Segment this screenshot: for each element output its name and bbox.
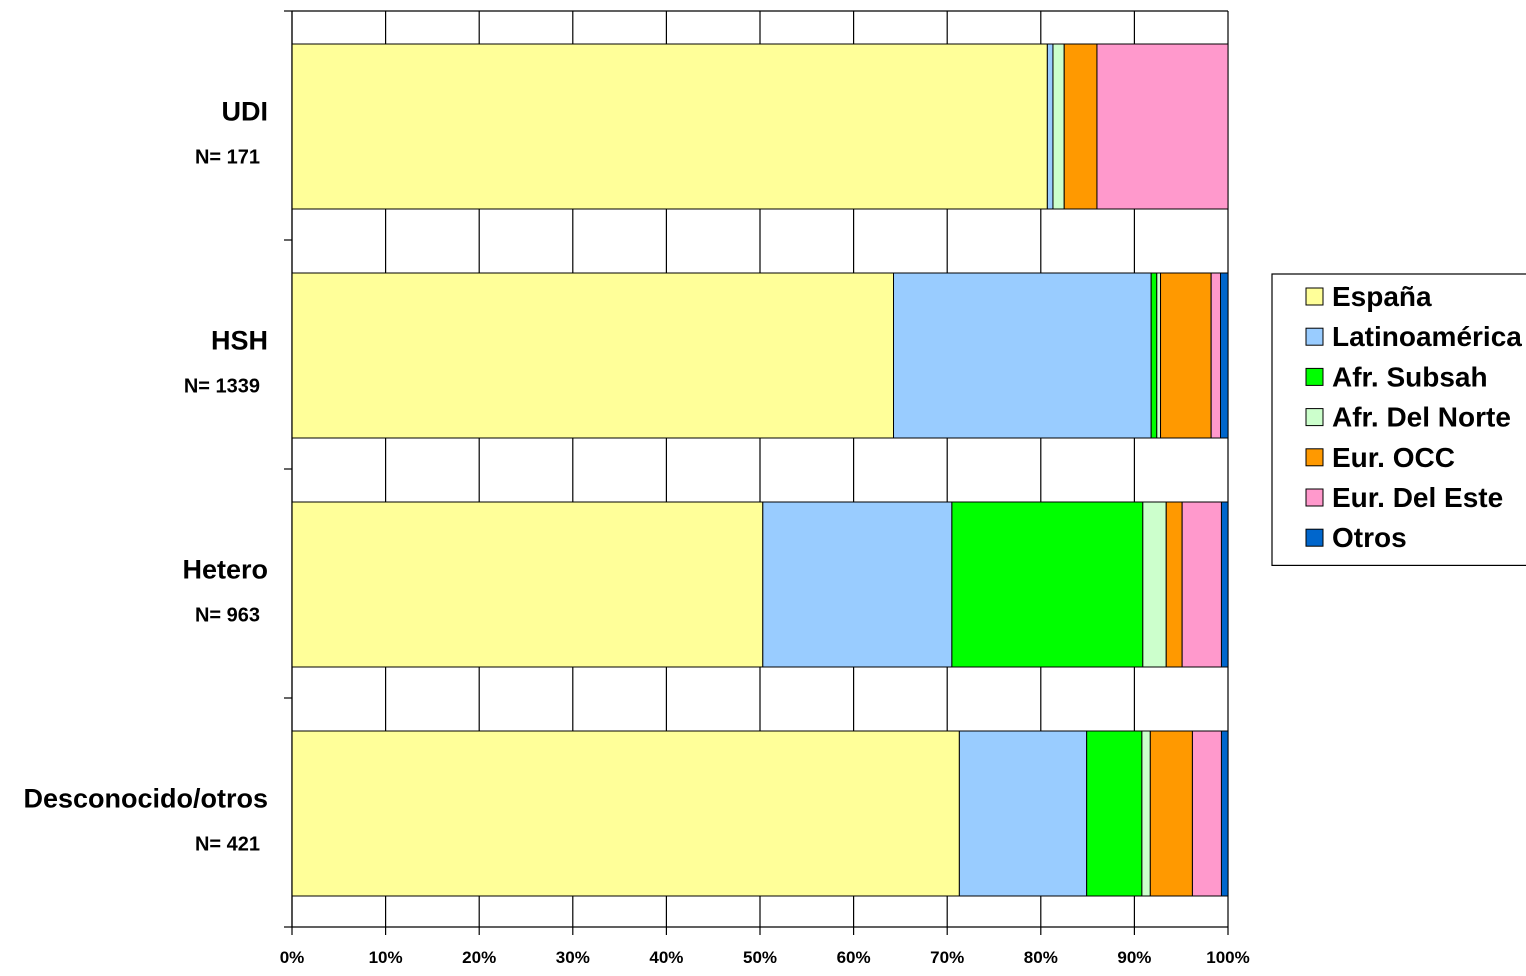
bar-segment [1156,272,1162,439]
category-count-label: N= 171 [195,147,260,169]
x-tick-label: 20% [462,948,496,967]
legend-label: España [1332,281,1432,312]
bar-segment [1046,43,1054,210]
bar-segment [958,730,1088,897]
bar-segment [1165,501,1183,668]
legend-label: Eur. Del Este [1332,482,1503,513]
x-tick-label: 60% [837,948,871,967]
x-tick-label: 70% [930,948,964,967]
x-tick-labels: 0% 10% 20% 30% 40% 50% 60% 70% 80% 90% 100% [280,948,1250,967]
category-label: UDI [222,97,269,127]
x-tick-label: 30% [556,948,590,967]
bar-segment [1086,730,1143,897]
bar-segment [1096,43,1229,210]
x-tick-label: 80% [1024,948,1058,967]
bar-segment [951,501,1144,668]
bar-segment [1181,501,1222,668]
chart-axes [284,10,1229,935]
x-tick-label: 10% [369,948,403,967]
legend-swatch [1305,367,1324,386]
legend-swatch [1305,448,1324,467]
bar-segment [291,501,764,668]
x-tick-label: 0% [280,948,305,967]
legend-swatch [1305,287,1324,306]
bar-segment [762,501,953,668]
legend-swatch [1305,528,1324,547]
bar-segment [893,272,1152,439]
bar-segment [1220,272,1229,439]
legend-label: Afr. Del Norte [1332,402,1511,433]
bar-segment [291,730,960,897]
legend-label: Otros [1332,522,1407,553]
legend-label: Latinoamérica [1332,321,1522,352]
category-label: HSH [211,326,268,356]
x-tick-label: 40% [649,948,683,967]
bar-segment [1141,730,1151,897]
chart-bars [291,43,1229,897]
x-tick-label: 100% [1206,948,1249,967]
category-count-label: N= 1339 [184,376,260,398]
x-tick-label: 90% [1117,948,1151,967]
legend-label: Eur. OCC [1332,442,1455,473]
bar-segment [1063,43,1098,210]
legend-label: Afr. Subsah [1332,361,1488,392]
bar-segment [1150,272,1158,439]
category-labels: UDI N= 171 HSH N= 1339 Hetero N= 963 Desconoci… [23,97,268,856]
bar-segment [291,43,1048,210]
chart-legend: España Latinoamérica Afr. Subsah Afr. Del N… [1271,273,1526,566]
bar-segment [1191,730,1222,897]
category-count-label: N= 421 [195,834,260,856]
category-count-label: N= 963 [195,605,260,627]
legend-swatch [1305,408,1324,427]
category-label: Hetero [182,555,268,585]
bar-segment [1220,501,1229,668]
bar-segment [1149,730,1193,897]
bar-segment [1052,43,1065,210]
bar-segment [1142,501,1167,668]
legend-box [1271,273,1526,566]
x-tick-label: 50% [743,948,777,967]
category-label: Desconocido/otros [23,784,268,814]
bar-segment [1220,730,1229,897]
bar-segment [291,272,895,439]
legend-swatch [1305,327,1324,346]
bar-segment [1160,272,1212,439]
bar-segment [1210,272,1222,439]
legend-swatch [1305,488,1324,507]
